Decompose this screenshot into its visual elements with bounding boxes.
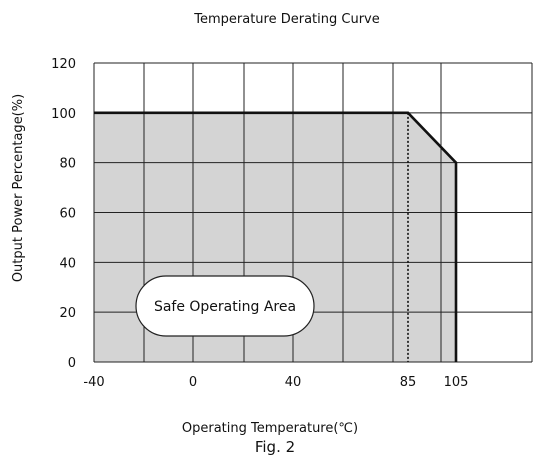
x-tick-label: 85	[400, 375, 417, 390]
y-tick-label: 100	[51, 107, 76, 122]
y-tick-label: 20	[59, 306, 76, 321]
figure-caption: Fig. 2	[255, 438, 295, 456]
y-tick-label: 40	[59, 256, 76, 271]
y-tick-label: 60	[59, 207, 76, 222]
safe-area-label-box	[135, 275, 315, 337]
y-tick-label: 0	[68, 356, 76, 371]
derating-curve-line	[94, 111, 458, 362]
x-tick-label: 0	[189, 375, 197, 390]
y-tick-label: 120	[51, 57, 76, 72]
y-tick-label: 80	[59, 157, 76, 172]
plot-area: Safe Operating Area 0 20 40 60 80 100 120 -40 0 40…	[51, 57, 533, 390]
y-axis-label: Output Power Percentage(%)	[11, 94, 26, 282]
x-tick-label: 105	[444, 375, 469, 390]
x-tick-label: -40	[83, 375, 104, 390]
safe-area-label: Safe Operating Area	[154, 299, 296, 315]
x-axis-label: Operating Temperature(℃)	[182, 421, 358, 436]
x-tick-label: 40	[285, 375, 302, 390]
chart-title: Temperature Derating Curve	[193, 12, 380, 27]
